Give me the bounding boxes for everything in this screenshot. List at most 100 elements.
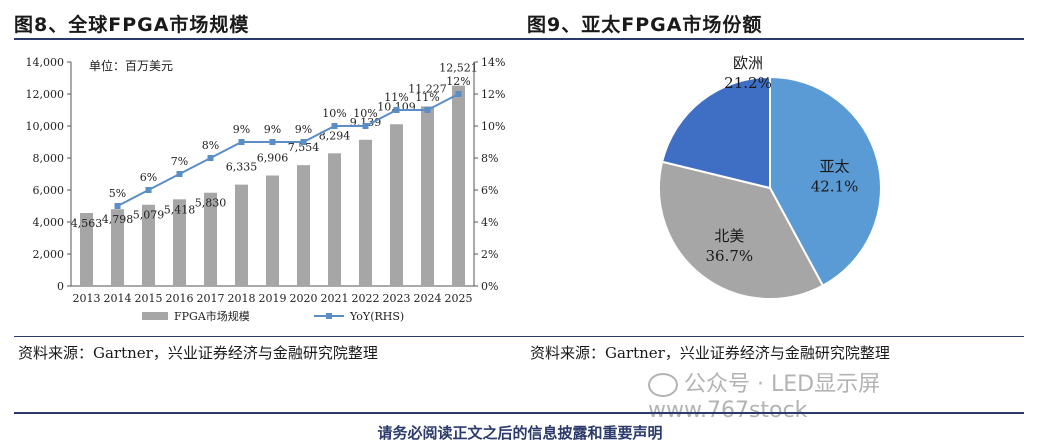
yoy-value-label: 10% [353, 107, 377, 120]
left-tick-label: 2,000 [33, 248, 65, 261]
yoy-value-label: 9% [233, 123, 250, 136]
unit-label: 单位：百万美元 [89, 58, 173, 73]
left-tick-label: 10,000 [26, 120, 65, 133]
yoy-point [455, 91, 462, 97]
right-source: 资料来源：Gartner，兴业证券经济与金融研究院整理 [530, 344, 890, 362]
bar-value-label: 4,563 [71, 217, 103, 230]
yoy-line [117, 93, 459, 207]
x-tick-label: 2023 [383, 292, 411, 305]
yoy-point [238, 139, 245, 145]
bar [389, 124, 404, 286]
x-tick-label: 2025 [445, 292, 473, 305]
bar-value-label: 6,906 [257, 152, 289, 165]
left-tick-label: 4,000 [33, 216, 65, 229]
bar [420, 106, 435, 286]
left-tick-label: 6,000 [33, 184, 65, 197]
yoy-point [424, 107, 431, 113]
right-tick-label: 2% [481, 248, 498, 261]
watermark-text: 公众号 · LED显示屏 www.767stock [648, 372, 881, 423]
x-tick-label: 2018 [228, 292, 256, 305]
left-tick-label: 12,000 [26, 88, 65, 101]
pie-slice-name: 欧洲 [733, 54, 763, 72]
yoy-point [114, 203, 121, 209]
pie-slice-name: 北美 [714, 227, 744, 245]
x-tick-label: 2020 [290, 292, 318, 305]
bar-value-label: 6,335 [226, 161, 258, 174]
legend-bar-swatch [142, 312, 168, 320]
yoy-point [362, 123, 369, 129]
yoy-value-label: 12% [446, 75, 470, 88]
yoy-value-label: 8% [202, 139, 219, 152]
footer-rule [14, 412, 1024, 414]
yoy-value-label: 11% [415, 91, 439, 104]
left-tick-label: 8,000 [33, 152, 65, 165]
yoy-value-label: 6% [140, 171, 157, 184]
yoy-value-label: 9% [295, 123, 312, 136]
source-rule [14, 336, 1024, 337]
bar-value-label: 12,521 [439, 62, 478, 75]
pie-slice-value: 42.1% [811, 178, 859, 196]
yoy-point [393, 107, 400, 113]
yoy-value-label: 7% [171, 155, 188, 168]
bar [141, 204, 156, 286]
bar [110, 209, 125, 286]
bar [203, 192, 218, 286]
pie-slice-name: 亚太 [820, 158, 850, 176]
bar-value-label: 7,554 [288, 141, 320, 154]
left-figure-title: 图8、全球FPGA市场规模 [14, 14, 250, 36]
right-tick-label: 4% [481, 216, 498, 229]
yoy-value-label: 10% [322, 107, 346, 120]
left-tick-label: 0 [57, 280, 64, 293]
yoy-point [269, 139, 276, 145]
pie-slice-value: 36.7% [706, 247, 754, 265]
bar [234, 184, 249, 286]
pie-slice-value: 21.2% [724, 74, 772, 92]
right-tick-label: 10% [481, 120, 505, 133]
apac-share-pie: 亚太 42.1% 北美 36.7% 欧洲 21.2% [658, 54, 882, 300]
yoy-point [145, 187, 152, 193]
bar [265, 175, 280, 286]
bar-value-label: 8,294 [319, 129, 351, 142]
yoy-point [300, 139, 307, 145]
bar-value-label: 5,830 [195, 197, 227, 210]
x-tick-label: 2022 [352, 292, 380, 305]
bar [451, 85, 466, 286]
x-tick-label: 2024 [414, 292, 442, 305]
legend-bar-label: FPGA市场规模 [174, 309, 250, 323]
bar [172, 199, 187, 286]
footer-disclaimer: 请务必阅读正文之后的信息披露和重要声明 [377, 424, 663, 442]
right-tick-label: 12% [481, 88, 505, 101]
yoy-value-label: 5% [109, 187, 126, 200]
pie-slice [660, 75, 771, 190]
x-tick-label: 2021 [321, 292, 349, 305]
left-source: 资料来源：Gartner，兴业证券经济与金融研究院整理 [18, 344, 378, 362]
x-tick-label: 2014 [104, 292, 132, 305]
bar-value-label: 5,418 [164, 203, 196, 216]
right-tick-label: 6% [481, 184, 498, 197]
bar-value-label: 4,798 [102, 213, 134, 226]
bar [296, 165, 311, 286]
right-tick-label: 14% [481, 56, 505, 69]
legend-line-label: YoY(RHS) [349, 310, 404, 323]
pie-slice [658, 160, 825, 300]
fpga-market-chart: 0 2,000 4,000 6,000 8,000 10,000 12,000 14,000 0… [26, 56, 506, 323]
bar-value-label: 11,227 [408, 82, 447, 95]
yoy-point [176, 171, 183, 177]
x-tick-label: 2013 [73, 292, 101, 305]
x-tick-label: 2016 [166, 292, 194, 305]
title-rule [14, 38, 1024, 40]
yoy-value-label: 11% [384, 91, 408, 104]
x-tick-label: 2019 [259, 292, 287, 305]
bar-value-label: 5,079 [133, 209, 165, 222]
right-figure-title: 图9、亚太FPGA市场份额 [527, 14, 763, 36]
yoy-point [331, 123, 338, 129]
wechat-icon [648, 373, 678, 397]
x-tick-label: 2017 [197, 292, 225, 305]
x-tick-label: 2015 [135, 292, 163, 305]
bar [327, 153, 342, 286]
yoy-point [207, 155, 214, 161]
legend-line-marker [326, 313, 332, 319]
pie-slice [769, 75, 882, 287]
bar [358, 139, 373, 286]
yoy-value-label: 9% [264, 123, 281, 136]
